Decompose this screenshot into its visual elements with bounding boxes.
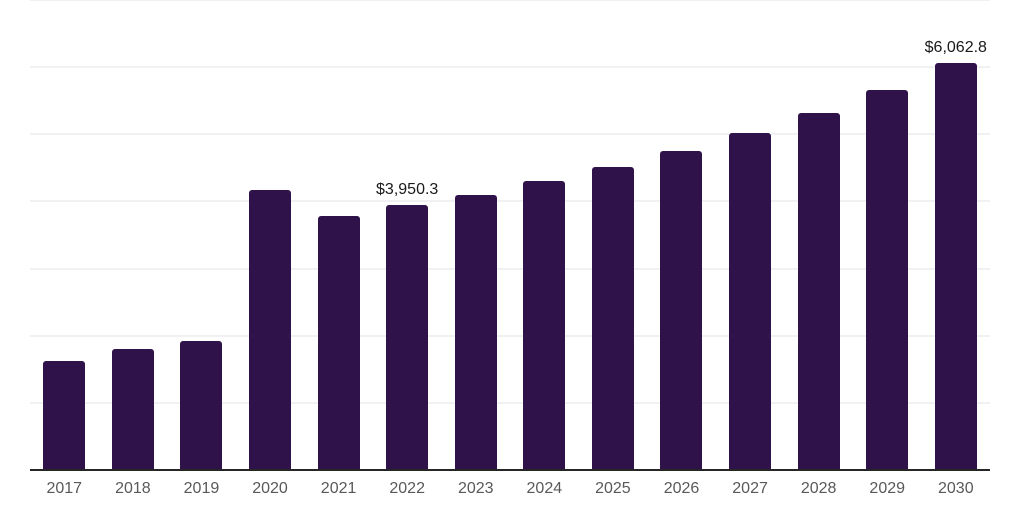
x-tick-label-2029: 2029 xyxy=(869,480,906,497)
bar-slot-2025 xyxy=(579,0,648,470)
x-tick-label-2026: 2026 xyxy=(663,480,700,497)
bar-slot-2024 xyxy=(510,0,579,470)
bar-2026[interactable] xyxy=(660,151,703,470)
x-tick-label-2020: 2020 xyxy=(252,480,288,497)
x-tick-label-2025: 2025 xyxy=(595,480,631,497)
x-tick-label-2030: 2030 xyxy=(938,480,974,497)
bar-2030[interactable] xyxy=(934,62,977,470)
bar-value-label-2022: $3,950.3 xyxy=(376,180,439,198)
bar-slot-2026 xyxy=(647,0,716,470)
x-axis-labels: 2017 2018 2019 2020 2021 2022 2023 2024 2025 2026… xyxy=(30,479,990,498)
bar-2020[interactable] xyxy=(249,190,292,470)
bar-2021[interactable] xyxy=(317,215,360,470)
x-tick-label-2018: 2018 xyxy=(115,480,151,497)
bar-slot-2017 xyxy=(30,0,99,470)
bar-2022[interactable] xyxy=(386,204,429,470)
x-tick-label-2023: 2023 xyxy=(457,480,494,497)
bar-slot-2018 xyxy=(99,0,168,470)
bar-slot-2022: $3,950.3 xyxy=(373,0,442,470)
bar-2025[interactable] xyxy=(591,166,634,470)
bar-slot-2029 xyxy=(853,0,922,470)
bar-2018[interactable] xyxy=(111,349,154,470)
bar-2023[interactable] xyxy=(454,195,497,470)
x-axis-line xyxy=(30,469,990,471)
plot-area: $3,950.3 $6,062.8 xyxy=(30,0,990,470)
bar-2029[interactable] xyxy=(866,89,909,470)
bar-slot-2020 xyxy=(236,0,305,470)
plot-wrap: $3,950.3 $6,062.8 xyxy=(30,0,990,471)
bar-slot-2028 xyxy=(784,0,853,470)
bar-2027[interactable] xyxy=(729,132,772,470)
x-tick-label-2021: 2021 xyxy=(320,480,357,497)
x-tick-label-2027: 2027 xyxy=(732,480,768,497)
bar-2019[interactable] xyxy=(180,341,223,470)
bar-slot-2019 xyxy=(167,0,236,470)
x-tick-label-2024: 2024 xyxy=(526,480,563,497)
bar-value-label-2030: $6,062.8 xyxy=(924,38,987,56)
x-tick-label-2028: 2028 xyxy=(800,480,837,497)
bar-slot-2030: $6,062.8 xyxy=(922,0,991,470)
bar-2024[interactable] xyxy=(523,180,566,470)
bar-slot-2027 xyxy=(716,0,785,470)
bar-2028[interactable] xyxy=(797,112,840,470)
x-tick-label-2022: 2022 xyxy=(389,480,425,497)
bar-slot-2021 xyxy=(304,0,373,470)
bar-2017[interactable] xyxy=(43,360,86,470)
bar-slot-2023 xyxy=(441,0,510,470)
x-tick-label-2017: 2017 xyxy=(46,480,83,497)
x-tick-label-2019: 2019 xyxy=(183,480,220,497)
